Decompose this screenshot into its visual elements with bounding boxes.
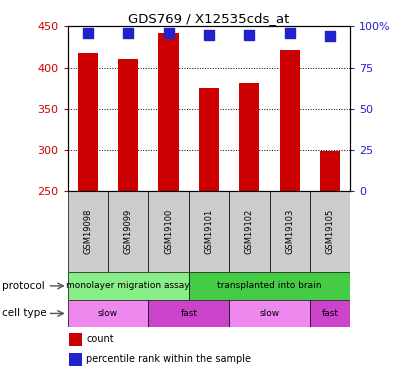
Bar (189, 191, 229, 272)
Bar (69, 352, 82, 366)
Bar (189, 272, 350, 300)
Point (327, 33, 333, 39)
Point (246, 32, 252, 38)
Text: GSM19102: GSM19102 (245, 209, 254, 254)
Bar (320, 151, 340, 191)
Text: monolayer migration assay: monolayer migration assay (66, 281, 190, 290)
Bar (310, 191, 350, 272)
Text: percentile rank within the sample: percentile rank within the sample (86, 354, 251, 364)
Bar (118, 59, 139, 191)
Text: GSM19103: GSM19103 (285, 209, 294, 255)
Point (85, 30, 91, 36)
Text: cell type: cell type (2, 309, 47, 318)
Text: slow: slow (98, 309, 118, 318)
Bar (68, 272, 189, 300)
Text: fast: fast (180, 309, 197, 318)
Bar (199, 88, 219, 191)
Bar (69, 333, 82, 346)
Bar (279, 50, 300, 191)
Point (166, 30, 172, 36)
Bar (158, 33, 179, 191)
Text: GSM19100: GSM19100 (164, 209, 173, 254)
Point (287, 30, 293, 36)
Text: slow: slow (259, 309, 279, 318)
Bar (68, 191, 108, 272)
Text: count: count (86, 334, 114, 344)
Text: GSM19101: GSM19101 (205, 209, 213, 254)
Bar (310, 300, 350, 327)
Bar (229, 300, 310, 327)
Bar (148, 191, 189, 272)
Bar (78, 53, 98, 191)
Bar (229, 191, 269, 272)
Point (125, 30, 131, 36)
Text: fast: fast (322, 309, 339, 318)
Title: GDS769 / X12535cds_at: GDS769 / X12535cds_at (128, 12, 290, 25)
Text: GSM19099: GSM19099 (124, 209, 133, 254)
Bar (148, 300, 229, 327)
Text: transplanted into brain: transplanted into brain (217, 281, 322, 290)
Point (206, 32, 212, 38)
Bar (269, 191, 310, 272)
Text: GSM19098: GSM19098 (83, 209, 92, 255)
Text: GSM19105: GSM19105 (326, 209, 335, 254)
Bar (108, 191, 148, 272)
Bar (68, 300, 148, 327)
Text: protocol: protocol (2, 281, 45, 291)
Bar (239, 83, 259, 191)
